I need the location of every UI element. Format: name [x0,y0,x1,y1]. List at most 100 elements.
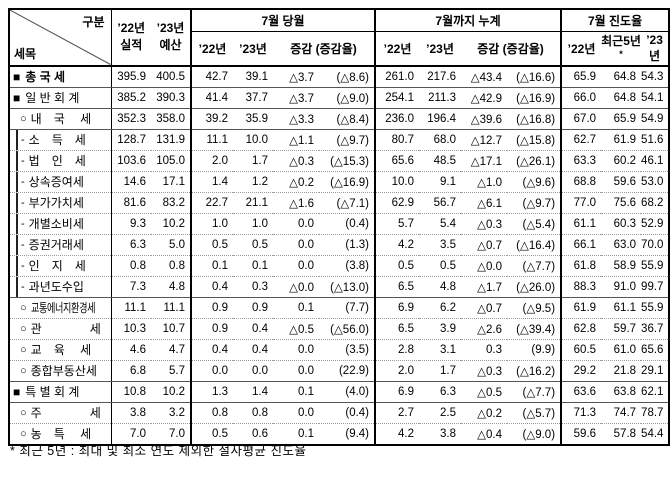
value-cell: △3.7 [273,65,319,88]
value-cell: 385.2 [111,87,151,109]
value-cell: 10.3 [111,318,151,340]
value-cell: 0.3 [461,339,508,361]
value-cell: 2.8 [374,339,420,361]
value-cell: 0.5 [190,234,233,256]
value-cell: 61.8 [560,255,602,277]
value-cell: 9.3 [111,213,151,235]
value-cell: 0.3 [233,276,273,298]
row-label: - 부가가치세 [9,192,112,214]
value-cell: 0.0 [273,402,319,424]
value-cell: (△5.7) [507,402,562,424]
value-cell: 37.7 [233,87,273,109]
value-cell: 5.4 [419,213,462,235]
value-cell: 0.9 [233,297,273,319]
value-cell: (△56.0) [319,318,376,340]
table-row: -법 인 세 103.6 105.0 2.0 1.7 △0.3 (△15.3) 65.6 48.… [9,150,670,172]
value-cell: 0.1 [273,297,319,319]
value-cell: 0.0 [233,360,273,382]
value-cell: (7.7) [319,297,376,319]
value-cell: 60.5 [560,339,602,361]
value-cell: 0.6 [252,427,268,440]
table-row: - 상속증여세 14.6 17.1 1.4 1.2 △0.2 (△16.9) 10.0 9.1 △1… [9,171,670,193]
row-label-text: 소 득 세 [28,133,86,147]
value-cell: 63.3 [560,150,602,172]
value-cell: 63.0 [601,234,642,256]
value-cell: 3.5 [419,234,462,256]
value-cell: 1.3 [190,381,233,403]
value-cell: 4.8 [419,276,462,298]
table-row: - 부가가치세 81.6 83.2 22.7 21.1 △1.6 (△7.1) 62.9 56.7… [9,192,670,214]
value-cell: △12.7 [461,129,508,151]
corner-label-top: 구분 [82,15,105,29]
table-body: ■ 총 국 세 395.9 400.5 42.7 39.1 △3.7 (△8.6) 261.0 2… [9,65,670,445]
row-label: - 증권거래세 [9,234,112,256]
table-row: - 증권거래세 6.3 5.0 0.5 0.5 0.0 (1.3) 4.2 3.5 △0.7 (△16… [9,234,670,256]
value-cell: △43.4 [461,65,508,88]
value-cell: (△5.4) [507,213,562,235]
value-cell: 0.1 [298,427,314,440]
value-cell: 74.7 [601,402,642,424]
table-row: ○ 교통에너지환경세 11.1 11.1 0.9 0.9 0.1 (7.7) 6.9 6.2 △0.… [9,297,670,319]
value-cell: 59.6 [560,423,602,445]
value-cell: 62.1 [641,381,670,403]
value-cell: △1.7 [461,276,508,298]
tax-revenue-table: 구분 세목 ’22년 실적 ’23년 예산 7월 당월 7월까지 누계 7월 진도율… [8,8,670,446]
value-cell: 99.7 [641,276,670,298]
row-bullet: ■ [13,69,21,84]
row-label-text: 종합부동산세 [30,364,97,378]
subheader-progress-2023: ’23년 [646,32,663,63]
value-cell: 61.1 [560,213,602,235]
value-cell: △1.6 [273,192,319,214]
value-cell: (△9.7) [507,192,562,214]
value-cell: 54.1 [641,87,670,109]
corner-label-bottom: 세목 [14,46,37,61]
value-cell: 65.6 [641,339,670,361]
value-cell: 62.7 [560,129,602,151]
row-label-text: 내 국 세 [30,112,92,126]
value-cell: 10.0 [233,129,273,151]
value-cell: 0.0 [273,339,319,361]
value-cell: (9.4) [345,427,370,440]
value-cell: 71.3 [560,402,602,424]
value-cell: 66.0 [560,87,602,109]
value-cell: 0.1 [233,255,273,277]
value-cell: 11.1 [151,297,191,319]
value-cell: 2.7 [374,402,420,424]
value-cell: 60.3 [601,213,642,235]
value-cell: (1.3) [319,234,376,256]
value-cell: (△13.0) [319,276,376,298]
value-cell: 0.0 [273,234,319,256]
value-cell: 0.1 [190,255,233,277]
value-cell: 75.6 [601,192,642,214]
value-cell: 22.7 [190,192,233,214]
table-row: - 개별소비세 9.3 10.2 1.0 1.0 0.0 (0.4) 5.7 5.4 △0.3 (△5… [9,213,670,235]
value-cell: 0.0 [273,213,319,235]
value-cell: 236.0 [374,108,420,130]
subheader-month-2022: ’22년 [190,31,233,66]
value-cell: 66.1 [560,234,602,256]
value-cell: 62.9 [374,192,420,214]
value-cell: 29.1 [641,360,670,382]
value-cell: 59.6 [601,171,642,193]
value-cell: 400.5 [151,65,191,88]
value-cell: (△9.0) [319,87,376,109]
value-cell: 7.0 [130,427,146,440]
value-cell: (0.4) [319,213,376,235]
value-cell: 0.0 [273,255,319,277]
value-cell: 4.8 [151,276,191,298]
row-label: -법 인 세 [9,150,112,172]
value-cell: 131.9 [151,129,191,151]
value-cell: 0.9 [190,318,233,340]
row-label: -인 지 세 [9,255,112,277]
value-cell: △0.3 [461,360,508,382]
value-cell: 6.5 [374,276,420,298]
value-cell: 68.8 [560,171,602,193]
value-cell: △3.7 [273,87,319,109]
value-cell: 67.0 [560,108,602,130]
row-label: - 개별소비세 [9,213,112,235]
value-cell: 0.5 [419,255,462,277]
row-label-text: 특 별 회 계 [25,385,80,399]
value-cell: △0.4 [477,428,503,441]
row-label: - 상속증여세 [9,171,112,193]
value-cell: 0.8 [233,402,273,424]
